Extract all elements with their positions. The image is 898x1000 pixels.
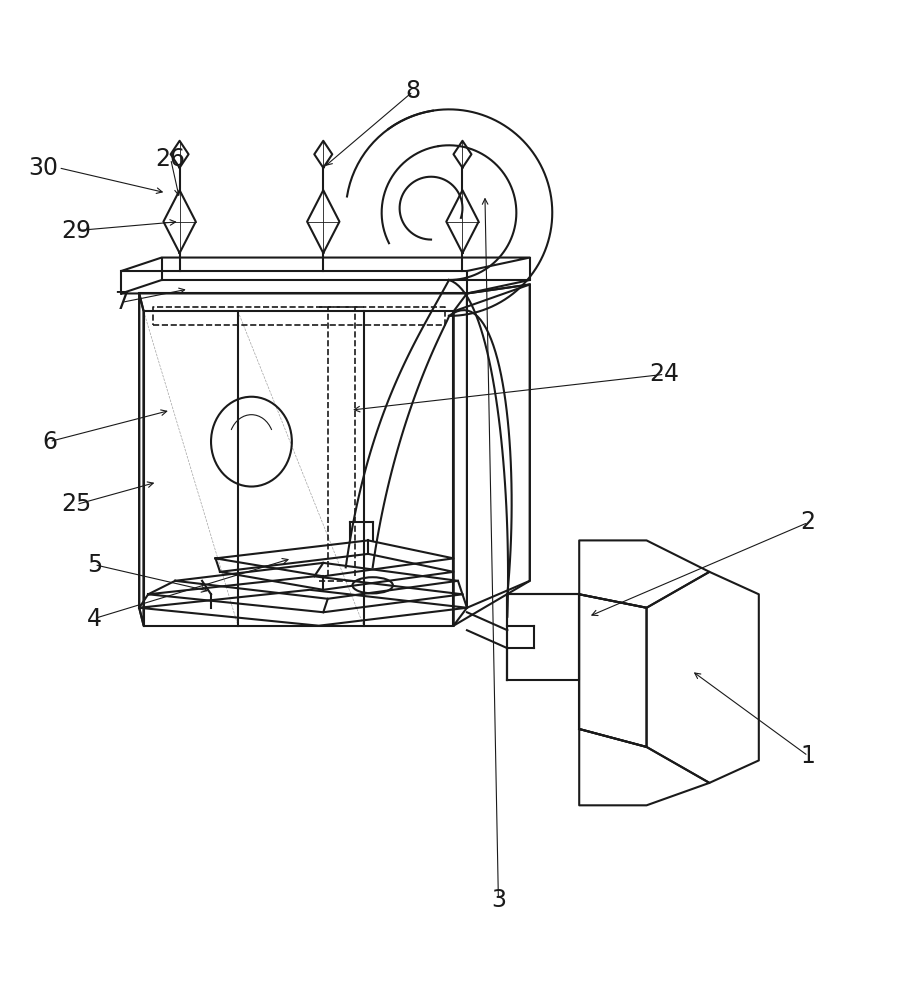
Text: 4: 4 — [87, 607, 101, 631]
Text: 2: 2 — [801, 510, 815, 534]
Text: 24: 24 — [649, 362, 680, 386]
Text: 5: 5 — [87, 553, 101, 577]
Text: 8: 8 — [406, 79, 420, 103]
Text: 6: 6 — [42, 430, 57, 454]
Text: 25: 25 — [61, 492, 92, 516]
Text: 29: 29 — [61, 219, 92, 243]
Text: 1: 1 — [801, 744, 815, 768]
Text: 30: 30 — [28, 156, 58, 180]
Text: 26: 26 — [155, 147, 186, 171]
Text: 3: 3 — [491, 888, 506, 912]
Text: 7: 7 — [114, 290, 128, 314]
